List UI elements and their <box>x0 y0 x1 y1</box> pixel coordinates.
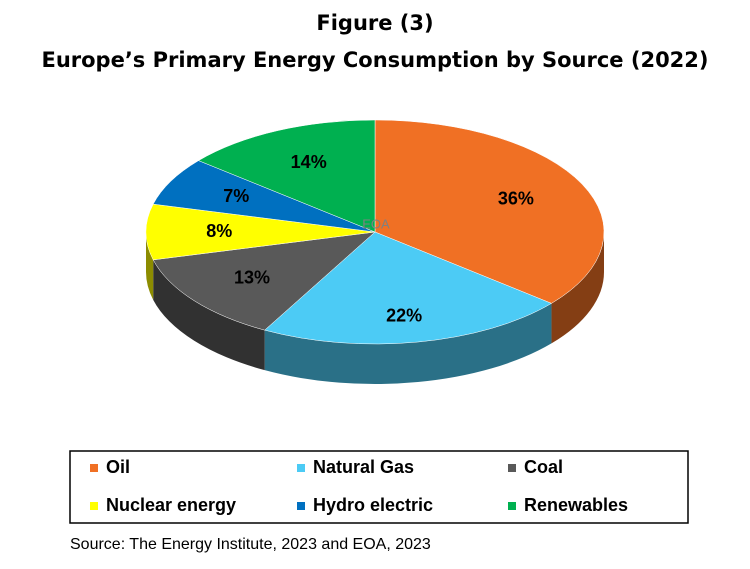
slice-side <box>264 303 552 384</box>
legend-box <box>69 450 689 524</box>
data-label: 22% <box>386 306 422 326</box>
legend-swatch <box>297 464 305 472</box>
data-label: 13% <box>234 267 270 287</box>
legend-label: Renewables <box>524 495 628 515</box>
legend-label: Hydro electric <box>313 495 433 515</box>
legend-label: Coal <box>524 457 563 477</box>
data-label: 36% <box>498 188 534 208</box>
pie <box>145 119 605 384</box>
slice <box>145 203 376 261</box>
slice-side <box>551 232 604 344</box>
source: Source: The Energy Institute, 2023 and E… <box>70 536 431 553</box>
legend-label: Nuclear energy <box>106 495 236 515</box>
slice <box>374 119 605 304</box>
data-label: 8% <box>206 221 232 241</box>
data-label: 14% <box>291 152 327 172</box>
legend-swatch <box>297 502 305 510</box>
legend-swatch <box>90 464 98 472</box>
slice <box>197 119 376 233</box>
watermark: EOA <box>362 216 390 231</box>
data-label: 7% <box>223 186 249 206</box>
legend-label: Oil <box>106 457 130 477</box>
legend-swatch <box>90 502 98 510</box>
slice <box>264 231 553 345</box>
chart-title: Figure (3) <box>316 11 433 35</box>
legend-swatch <box>508 464 516 472</box>
legend-swatch <box>508 502 516 510</box>
legend-label: Natural Gas <box>313 457 414 477</box>
slice <box>152 231 376 331</box>
slice-side <box>146 232 154 300</box>
slice-side <box>153 259 265 371</box>
chart-subtitle: Europe’s Primary Energy Consumption by S… <box>41 48 708 72</box>
